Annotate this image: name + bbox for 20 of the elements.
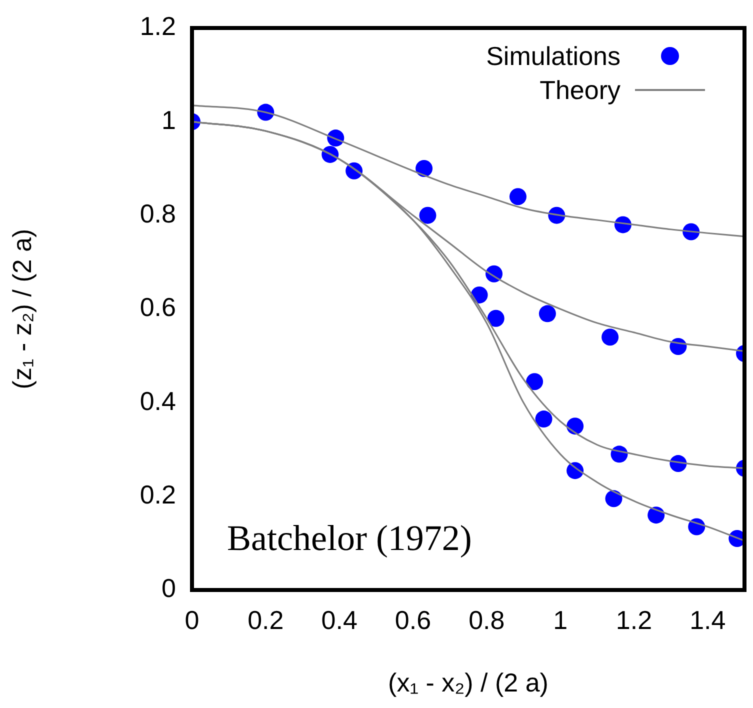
y-tick-label: 0 bbox=[162, 573, 176, 604]
y-tick-label: 1.2 bbox=[140, 11, 176, 42]
x-tick-label: 1 bbox=[553, 604, 568, 635]
x-tick-label: 1.4 bbox=[690, 604, 726, 635]
y-tick-label: 1 bbox=[162, 104, 176, 135]
y-tick-label: 0.4 bbox=[140, 386, 176, 416]
y-tick-label: 0.8 bbox=[140, 198, 176, 229]
x-tick-label: 1.2 bbox=[616, 604, 652, 635]
annotation: Batchelor (1972) bbox=[227, 518, 472, 558]
x-tick-label: 0.6 bbox=[394, 604, 432, 635]
legend-label: Theory bbox=[538, 74, 620, 106]
x-tick-label: 0.2 bbox=[248, 604, 284, 635]
x-tick-label: 0 bbox=[184, 604, 200, 635]
legend-label: Simulations bbox=[486, 40, 620, 72]
x-tick-label: 0.8 bbox=[468, 604, 505, 635]
x-axis-title: (x₁ - x₂) / (2 a) bbox=[388, 668, 548, 698]
y-axis-title: (z₁ - z₂) / (2 a) bbox=[6, 228, 37, 390]
y-tick-label: 0.2 bbox=[140, 480, 176, 510]
x-tick-label: 0.4 bbox=[321, 604, 358, 635]
y-tick-label: 0.6 bbox=[140, 292, 176, 322]
